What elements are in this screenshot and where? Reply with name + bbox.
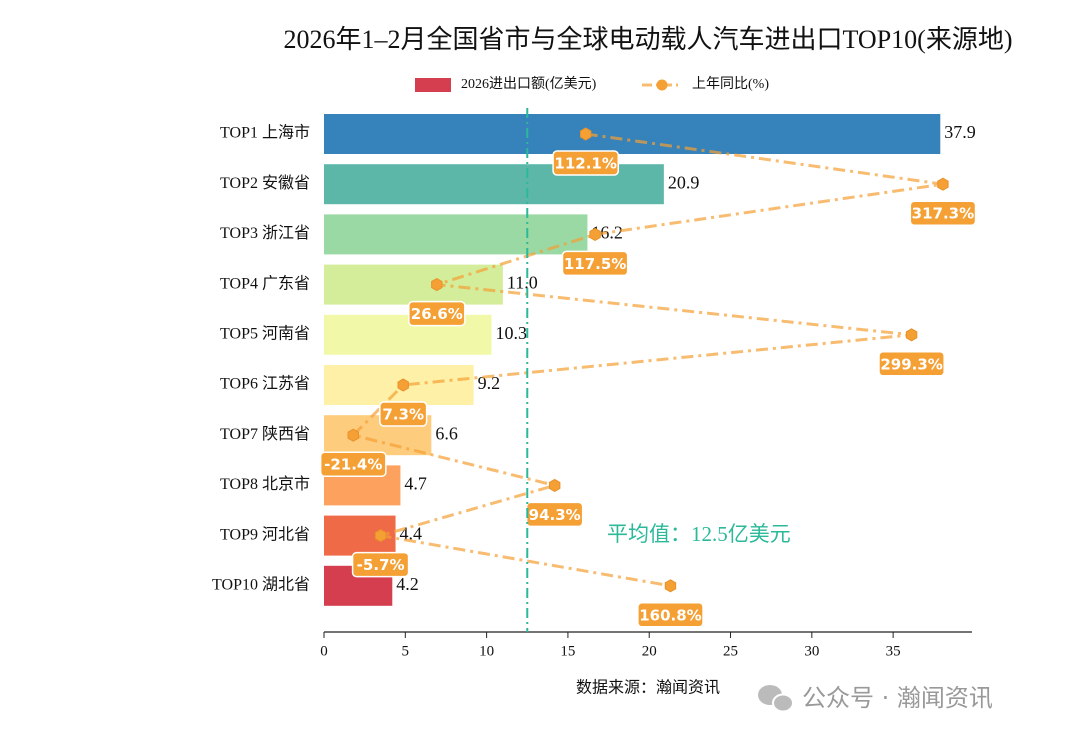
bar-value-label: 11.0 — [507, 273, 538, 293]
yoy-label-box — [552, 150, 620, 176]
y-tick-label: TOP1 上海市 — [220, 124, 310, 142]
yoy-label-box — [379, 401, 428, 427]
bar-value-label: 20.9 — [668, 172, 700, 192]
yoy-label: 26.6% — [408, 300, 466, 327]
watermark: 公众号 · 瀚闻资讯 — [802, 684, 993, 712]
yoy-marker — [397, 378, 409, 392]
yoy-label: 317.3% — [909, 200, 977, 226]
yoy-label-text: 160.8% — [639, 606, 701, 624]
yoy-label-text: 112.1% — [554, 155, 616, 173]
bar-value-label: 4.2 — [396, 574, 419, 594]
yoy-label: -21.4% — [319, 451, 387, 477]
bar-value-label: 37.9 — [944, 122, 976, 142]
legend-label: 上年同比(%) — [692, 76, 769, 92]
yoy-label-text: 317.3% — [912, 205, 974, 223]
yoy-label-box — [351, 551, 410, 578]
yoy-label: 94.3% — [525, 501, 584, 528]
y-tick-label: TOP3 浙江省 — [220, 224, 310, 242]
yoy-marker — [579, 127, 592, 141]
average-label: 平均值：12.5亿美元 — [607, 522, 791, 546]
source: 数据来源：瀚闻资讯 — [576, 679, 720, 697]
yoy-marker — [937, 177, 949, 191]
y-tick-label: TOP4 广东省 — [220, 274, 310, 292]
yoy-marker — [664, 579, 677, 593]
y-tick-label: TOP9 河北省 — [220, 525, 310, 543]
bar-value-label: 6.6 — [435, 423, 458, 443]
bar — [324, 114, 941, 154]
yoy-label-box — [909, 200, 977, 226]
yoy-label: 160.8% — [637, 602, 704, 628]
bar — [324, 214, 588, 255]
yoy-marker — [548, 478, 561, 492]
y-tick-label: TOP10 湖北省 — [212, 575, 310, 593]
y-tick-label: TOP2 安徽省 — [220, 174, 310, 192]
y-tick-label: TOP8 北京市 — [220, 475, 310, 493]
yoy-label-box — [561, 250, 629, 277]
yoy-marker — [905, 328, 918, 342]
yoy-label-text: 7.3% — [382, 406, 424, 424]
y-tick-label: TOP6 江苏省 — [220, 375, 310, 393]
x-tick-label: 35 — [886, 643, 901, 659]
x-tick-label: 15 — [560, 643, 575, 659]
x-tick-label: 25 — [723, 643, 738, 659]
yoy-label-box — [878, 351, 945, 377]
y-tick-label: TOP7 陕西省 — [220, 425, 310, 443]
yoy-marker — [431, 278, 443, 292]
yoy-line — [350, 132, 944, 588]
legend-swatch — [415, 78, 451, 92]
yoy-label-text: 117.5% — [564, 255, 626, 273]
legend-marker — [656, 79, 668, 91]
yoy-marker — [347, 428, 359, 442]
bar-value-label: 4.7 — [404, 474, 427, 494]
yoy-label-text: 26.6% — [411, 305, 463, 323]
yoy-label-box — [408, 300, 466, 327]
yoy-label: 7.3% — [379, 401, 428, 427]
yoy-label-text: 299.3% — [880, 355, 942, 373]
yoy-label: 299.3% — [878, 351, 945, 377]
y-tick-label: TOP5 河南省 — [220, 324, 310, 342]
x-tick-label: 20 — [642, 643, 657, 659]
yoy-label: 117.5% — [561, 250, 629, 277]
x-tick-label: 0 — [320, 643, 328, 659]
yoy-label: -5.7% — [351, 551, 410, 578]
wechat-icon — [758, 685, 794, 713]
x-tick-label: 5 — [402, 643, 410, 659]
legend-label: 2026进出口额(亿美元) — [461, 76, 597, 92]
yoy-label-text: -5.7% — [357, 556, 405, 574]
bar — [324, 264, 503, 305]
bar — [324, 314, 492, 355]
yoy-label-box — [319, 451, 387, 477]
bar-value-label: 10.3 — [495, 323, 526, 343]
yoy-marker — [589, 227, 601, 241]
yoy-label-text: -21.4% — [324, 456, 382, 474]
yoy-label-box — [637, 602, 704, 628]
chart-title: 2026年1–2月全国省市与全球电动载人汽车进出口TOP10(来源地) — [284, 25, 1013, 54]
yoy-label-text: 94.3% — [529, 506, 581, 524]
x-tick-label: 10 — [479, 643, 494, 659]
yoy-label: 112.1% — [552, 150, 620, 176]
yoy-marker — [374, 529, 387, 543]
x-tick-label: 30 — [804, 643, 819, 659]
